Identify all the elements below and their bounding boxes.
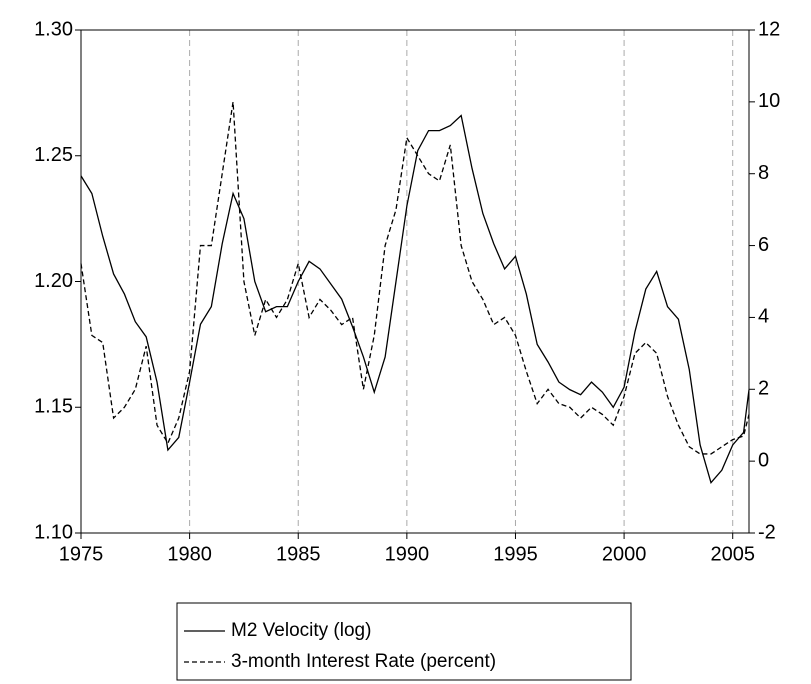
x-tick-label: 1990: [385, 543, 430, 565]
y-tick-label: 1.20: [34, 270, 73, 292]
x-tick-label: 1980: [167, 543, 212, 565]
series-line: [80, 101, 750, 455]
x-tick-label: 1975: [59, 543, 104, 565]
x-tick-label: 1985: [276, 543, 321, 565]
y-tick-label: 1.15: [34, 396, 73, 418]
legend: M2 Velocity (log) 3-month Interest Rate (…: [176, 602, 632, 681]
x-tick-label: 2000: [602, 543, 647, 565]
legend-label: M2 Velocity (log): [231, 620, 371, 641]
y2-tick-label: -2: [758, 521, 776, 543]
y2-tick-label: 8: [758, 162, 769, 184]
series-line: [80, 114, 750, 485]
y2-tick-label: 4: [758, 306, 769, 328]
y-tick-label: 1.25: [34, 144, 73, 166]
x-tick-label: 2005: [710, 543, 755, 565]
y-tick-label: 1.30: [34, 18, 73, 40]
y2-tick-label: 2: [758, 378, 769, 400]
legend-box: [176, 602, 632, 681]
y2-tick-label: 12: [758, 18, 780, 40]
y2-tick-label: 0: [758, 449, 769, 471]
x-tick-label: 1995: [493, 543, 538, 565]
legend-label: 3-month Interest Rate (percent): [231, 651, 496, 672]
plot-frame: [80, 29, 750, 534]
y2-tick-label: 6: [758, 234, 769, 256]
y2-tick-label: 10: [758, 90, 780, 112]
y-tick-label: 1.10: [34, 521, 73, 543]
